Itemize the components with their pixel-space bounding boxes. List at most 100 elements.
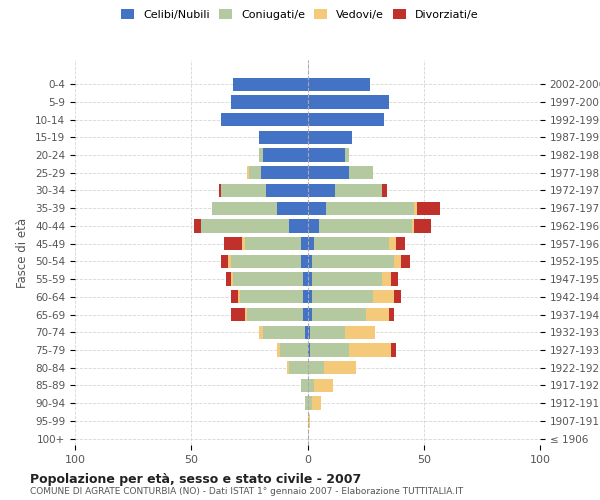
Bar bbox=[221, 254, 229, 268]
Bar bbox=[287, 361, 289, 374]
Bar bbox=[349, 344, 391, 356]
Bar bbox=[308, 290, 312, 304]
Bar bbox=[229, 254, 231, 268]
Bar bbox=[308, 308, 312, 321]
Bar bbox=[394, 290, 401, 304]
Bar bbox=[305, 326, 308, 339]
Y-axis label: Fasce di età: Fasce di età bbox=[16, 218, 29, 288]
Bar bbox=[212, 202, 277, 215]
Bar bbox=[277, 202, 308, 215]
Bar bbox=[396, 237, 405, 250]
Bar bbox=[391, 344, 396, 356]
Bar bbox=[247, 308, 303, 321]
Bar bbox=[250, 166, 261, 179]
Bar bbox=[308, 166, 349, 179]
Bar bbox=[303, 308, 308, 321]
Bar bbox=[247, 166, 250, 179]
Bar bbox=[233, 272, 303, 285]
Bar bbox=[245, 308, 247, 321]
Text: Popolazione per età, sesso e stato civile - 2007: Popolazione per età, sesso e stato civil… bbox=[30, 472, 361, 486]
Bar bbox=[280, 344, 308, 356]
Bar bbox=[349, 166, 373, 179]
Bar bbox=[382, 272, 391, 285]
Bar bbox=[335, 184, 382, 197]
Bar bbox=[308, 272, 312, 285]
Bar bbox=[301, 254, 308, 268]
Bar bbox=[308, 254, 312, 268]
Bar bbox=[259, 326, 263, 339]
Bar bbox=[382, 184, 386, 197]
Bar bbox=[240, 290, 303, 304]
Bar bbox=[312, 308, 365, 321]
Bar bbox=[194, 220, 200, 232]
Bar bbox=[389, 308, 394, 321]
Bar bbox=[308, 344, 310, 356]
Bar bbox=[238, 290, 240, 304]
Bar bbox=[391, 272, 398, 285]
Bar bbox=[310, 344, 349, 356]
Bar bbox=[308, 326, 310, 339]
Bar bbox=[259, 130, 308, 144]
Bar bbox=[308, 184, 335, 197]
Bar bbox=[277, 344, 280, 356]
Bar bbox=[312, 396, 322, 410]
Bar bbox=[263, 148, 308, 162]
Bar bbox=[200, 220, 289, 232]
Bar bbox=[308, 78, 370, 91]
Bar bbox=[231, 308, 245, 321]
Bar bbox=[303, 272, 308, 285]
Bar bbox=[401, 254, 410, 268]
Bar bbox=[344, 326, 375, 339]
Bar bbox=[221, 184, 266, 197]
Bar bbox=[308, 414, 310, 428]
Bar bbox=[261, 166, 308, 179]
Bar bbox=[259, 148, 263, 162]
Bar bbox=[308, 202, 326, 215]
Bar bbox=[310, 326, 344, 339]
Bar bbox=[308, 379, 314, 392]
Bar bbox=[314, 379, 333, 392]
Bar bbox=[319, 220, 412, 232]
Bar bbox=[231, 95, 308, 108]
Bar bbox=[231, 272, 233, 285]
Bar bbox=[263, 326, 305, 339]
Bar bbox=[305, 396, 308, 410]
Bar bbox=[233, 78, 308, 91]
Bar bbox=[417, 202, 440, 215]
Bar bbox=[326, 202, 415, 215]
Bar bbox=[324, 361, 356, 374]
Bar bbox=[389, 237, 396, 250]
Bar bbox=[394, 254, 401, 268]
Bar bbox=[245, 237, 301, 250]
Bar bbox=[231, 254, 301, 268]
Bar bbox=[312, 290, 373, 304]
Bar bbox=[226, 272, 231, 285]
Bar bbox=[308, 148, 344, 162]
Bar bbox=[303, 290, 308, 304]
Bar bbox=[312, 254, 394, 268]
Bar bbox=[415, 220, 431, 232]
Bar bbox=[224, 237, 242, 250]
Bar bbox=[308, 130, 352, 144]
Bar bbox=[373, 290, 394, 304]
Bar bbox=[221, 113, 308, 126]
Bar bbox=[308, 237, 314, 250]
Bar bbox=[415, 202, 417, 215]
Bar bbox=[365, 308, 389, 321]
Bar bbox=[289, 361, 308, 374]
Bar bbox=[289, 220, 308, 232]
Bar bbox=[308, 220, 319, 232]
Bar bbox=[266, 184, 308, 197]
Bar bbox=[301, 379, 308, 392]
Bar bbox=[308, 396, 312, 410]
Bar bbox=[308, 95, 389, 108]
Legend: Celibi/Nubili, Coniugati/e, Vedovi/e, Divorziati/e: Celibi/Nubili, Coniugati/e, Vedovi/e, Di… bbox=[118, 6, 482, 23]
Bar bbox=[412, 220, 415, 232]
Bar bbox=[344, 148, 349, 162]
Bar bbox=[308, 361, 324, 374]
Bar bbox=[301, 237, 308, 250]
Text: COMUNE DI AGRATE CONTURBIA (NO) - Dati ISTAT 1° gennaio 2007 - Elaborazione TUTT: COMUNE DI AGRATE CONTURBIA (NO) - Dati I… bbox=[30, 488, 463, 496]
Bar bbox=[219, 184, 221, 197]
Bar bbox=[231, 290, 238, 304]
Bar bbox=[308, 113, 384, 126]
